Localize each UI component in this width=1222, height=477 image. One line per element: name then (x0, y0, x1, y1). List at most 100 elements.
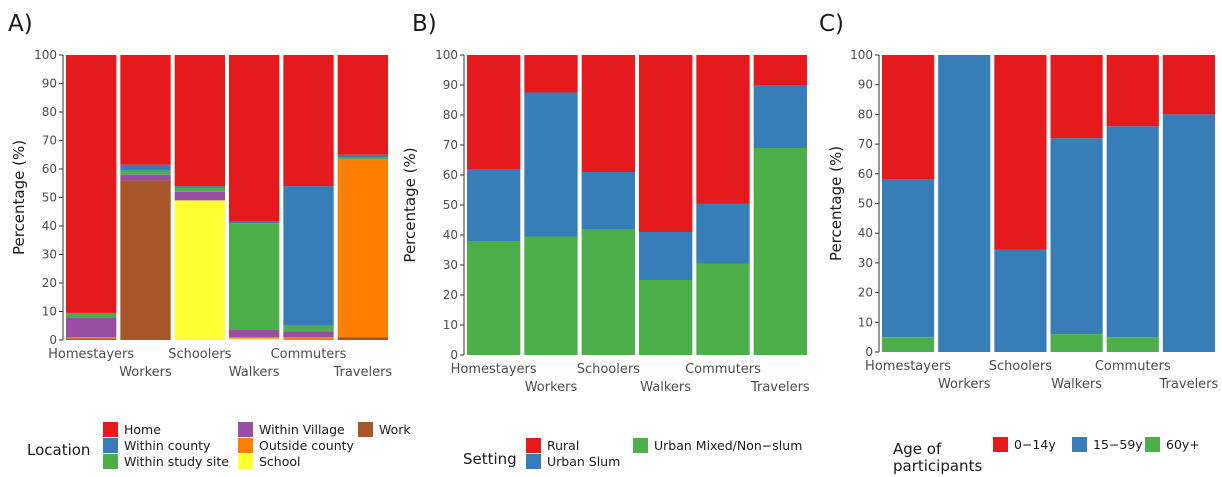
y-tick-label: 80 (443, 108, 458, 122)
category-label: Homestayers (451, 362, 537, 377)
y-tick-label: 50 (858, 197, 873, 211)
legend-item-label: Within Village (259, 422, 345, 437)
bar-segment-home (66, 55, 117, 313)
bar-segment-15-59y (1050, 138, 1103, 335)
bar-segment-60y- (1106, 337, 1159, 352)
y-tick-label: 0 (450, 348, 458, 362)
bar-segment-within-county (337, 154, 388, 158)
bar-segment-within-study-site (120, 170, 171, 175)
bar-segment-urban-mixed-non-slum (524, 236, 578, 355)
bar-segment-within-village (174, 191, 225, 201)
bar-segment-work (337, 337, 388, 340)
bar-segment-15-59y (882, 179, 935, 338)
legend-item-label: 60y+ (1166, 437, 1200, 452)
bar-segment-home (120, 55, 171, 165)
bar-segment-within-study-site (66, 312, 117, 318)
category-label: Travelers (1159, 377, 1219, 392)
bar-segment-school (229, 338, 280, 340)
legend-title: participants (893, 457, 982, 475)
y-tick-label: 20 (42, 276, 57, 290)
legend-item-label: 0−14y (1014, 437, 1056, 452)
bar-segment-rural (639, 55, 693, 232)
bar-segment-0-14y (994, 55, 1047, 250)
bar-segment-home (174, 55, 225, 187)
bar-segment-within-study-site (337, 157, 388, 160)
bar-segment-0-14y (1106, 55, 1159, 127)
bar-segment-urban-mixed-non-slum (639, 280, 693, 355)
legend-item-label: Within county (124, 438, 211, 453)
legend-swatch (1072, 437, 1087, 452)
bar-segment-home (283, 55, 334, 187)
legend-item-label: Work (379, 422, 411, 437)
y-tick-label: 50 (42, 191, 57, 205)
panel-label: A) (8, 11, 33, 37)
category-label: Commuters (685, 362, 761, 377)
category-label: Homestayers (48, 347, 134, 362)
bar-segment-0-14y (1050, 55, 1103, 139)
y-tick-label: 30 (443, 258, 458, 272)
bar-segment-urban-mixed-non-slum (696, 263, 750, 355)
bar-segment-0-14y (1162, 55, 1215, 115)
category-label: Workers (938, 377, 991, 392)
bar-segment-0-14y (882, 55, 935, 180)
bar-segment-urban-mixed-non-slum (467, 241, 521, 355)
category-label: Travelers (750, 380, 810, 395)
bar-segment-urban-slum (524, 92, 578, 237)
legend-swatch (238, 422, 253, 437)
bar-segment-urban-slum (696, 203, 750, 264)
legend-swatch (526, 438, 541, 453)
bar-segment-outside-county (229, 337, 280, 339)
bar-segment-rural (467, 55, 521, 169)
bar-segment-urban-slum (467, 169, 521, 241)
bar-segment-within-county (229, 221, 280, 224)
y-tick-label: 30 (42, 248, 57, 262)
legend-title: Location (27, 441, 90, 459)
legend-swatch (103, 454, 118, 469)
category-label: Schoolers (577, 362, 641, 377)
legend-item-label: Home (124, 422, 161, 437)
y-axis-label: Percentage (%) (10, 140, 28, 255)
bar-segment-urban-slum (753, 85, 807, 148)
category-label: Travelers (332, 365, 392, 380)
category-label: Homestayers (865, 359, 951, 374)
y-tick-label: 40 (443, 228, 458, 242)
legend-swatch (526, 454, 541, 469)
y-tick-label: 40 (42, 219, 57, 233)
bar-segment-within-study-site (174, 187, 225, 192)
y-tick-label: 60 (443, 168, 458, 182)
legend-swatch (993, 437, 1008, 452)
bar-segment-home (337, 55, 388, 155)
y-tick-label: 20 (443, 288, 458, 302)
category-label: Schoolers (168, 347, 232, 362)
y-tick-label: 90 (858, 78, 873, 92)
y-tick-label: 100 (435, 48, 458, 62)
chart-panel-3: C) Percentage (%) 0 10 20 30 40 50 60 70 80 90 100 Ho… (819, 11, 1219, 475)
legend-item-label: Urban Slum (547, 454, 620, 469)
bar-segment-within-village (120, 174, 171, 181)
y-tick-label: 10 (42, 305, 57, 319)
legend-swatch (1145, 437, 1160, 452)
category-label: Walkers (1051, 377, 1102, 392)
legend-item-label: 15−59y (1093, 437, 1143, 452)
bar-segment-within-county (174, 186, 225, 188)
category-label: Workers (525, 380, 578, 395)
panel-label: B) (412, 11, 437, 37)
bar-segment-15-59y (994, 249, 1047, 352)
legend-swatch (103, 422, 118, 437)
category-label: Commuters (271, 347, 347, 362)
y-tick-label: 80 (858, 107, 873, 121)
bar-segment-within-village (66, 317, 117, 338)
category-label: Walkers (229, 365, 280, 380)
bar-segment-school (174, 200, 225, 340)
bar-segment-rural (696, 55, 750, 204)
y-tick-label: 60 (42, 162, 57, 176)
legend-title: Setting (463, 450, 517, 468)
y-tick-label: 70 (42, 134, 57, 148)
y-tick-label: 90 (443, 78, 458, 92)
bar-segment-rural (581, 55, 635, 172)
y-tick-label: 60 (858, 167, 873, 181)
